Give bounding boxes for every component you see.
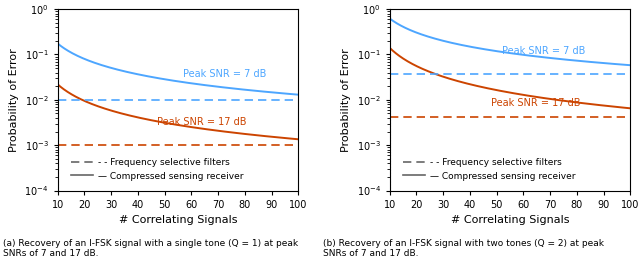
- Y-axis label: Probability of Error: Probability of Error: [9, 48, 19, 152]
- Text: (a) Recovery of an I-FSK signal with a single tone (Q = 1) at peak
SNRs of 7 and: (a) Recovery of an I-FSK signal with a s…: [3, 239, 298, 258]
- X-axis label: # Correlating Signals: # Correlating Signals: [118, 215, 237, 225]
- Text: Peak SNR = 7 dB: Peak SNR = 7 dB: [183, 69, 267, 79]
- Text: Peak SNR = 17 dB: Peak SNR = 17 dB: [157, 117, 246, 127]
- Text: Peak SNR = 7 dB: Peak SNR = 7 dB: [502, 46, 586, 56]
- Text: Peak SNR = 17 dB: Peak SNR = 17 dB: [492, 98, 581, 108]
- Y-axis label: Probability of Error: Probability of Error: [341, 48, 351, 152]
- Legend: - - Frequency selective filters, — Compressed sensing receiver: - - Frequency selective filters, — Compr…: [67, 155, 247, 184]
- X-axis label: # Correlating Signals: # Correlating Signals: [451, 215, 570, 225]
- Legend: - - Frequency selective filters, — Compressed sensing receiver: - - Frequency selective filters, — Compr…: [399, 155, 579, 184]
- Text: (b) Recovery of an I-FSK signal with two tones (Q = 2) at peak
SNRs of 7 and 17 : (b) Recovery of an I-FSK signal with two…: [323, 239, 604, 258]
